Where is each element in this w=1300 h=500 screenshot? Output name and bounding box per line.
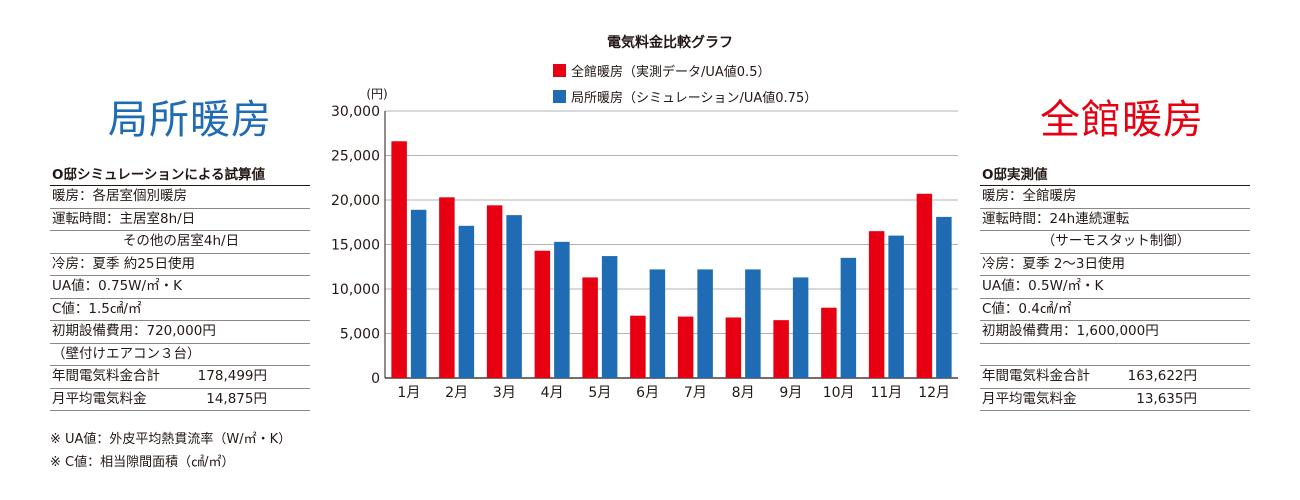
legend-swatch-red bbox=[553, 64, 566, 77]
right-panel-heading: O邸実測値 bbox=[980, 165, 1250, 186]
legend-item-whole-house: 全館暖房（実測データ/UA値0.5） bbox=[553, 61, 770, 80]
x-tick-label: 9月 bbox=[779, 385, 802, 401]
y-tick-label: 15,000 bbox=[331, 238, 380, 254]
bar-local bbox=[792, 277, 809, 378]
bar-whole-house bbox=[821, 307, 837, 378]
right-row-spacer bbox=[980, 344, 1250, 366]
bar-local bbox=[888, 235, 904, 378]
left-row-runtime: 運転時間：主居室8h/日 bbox=[50, 209, 310, 231]
bar-whole-house bbox=[868, 231, 885, 378]
left-title: 局所暖房 bbox=[108, 97, 272, 143]
bar-local bbox=[458, 225, 475, 378]
bar-whole-house bbox=[582, 277, 598, 378]
y-tick-label: 25,000 bbox=[331, 149, 380, 165]
note-ua: ※ UA値：外皮平均熱貫流率（W/㎡・K） bbox=[50, 432, 292, 447]
bar-local bbox=[745, 269, 761, 378]
left-row-ua: UA値：0.75W/㎡・K bbox=[50, 276, 310, 299]
left-monthly-label: 月平均電気料金 bbox=[52, 390, 147, 407]
left-row-cooling: 冷房：夏季 約25日使用 bbox=[50, 254, 310, 276]
bar-local bbox=[506, 215, 522, 378]
bar-whole-house bbox=[534, 250, 551, 378]
left-monthly-value: 14,875円 bbox=[206, 390, 267, 407]
bar-local bbox=[410, 209, 427, 378]
legend-swatch-blue bbox=[553, 90, 566, 103]
left-info-panel: O邸シミュレーションによる試算値 暖房：各居室個別暖房 運転時間：主居室8h/日… bbox=[50, 165, 310, 411]
bar-whole-house bbox=[439, 197, 455, 378]
right-monthly-label: 月平均電気料金 bbox=[982, 390, 1077, 407]
bar-whole-house bbox=[630, 315, 646, 378]
left-row-heating: 暖房：各居室個別暖房 bbox=[50, 186, 310, 209]
right-row-runtime: 運転時間：24h連続運転 bbox=[980, 209, 1250, 231]
legend-label-whole-house: 全館暖房（実測データ/UA値0.5） bbox=[571, 65, 771, 80]
x-tick-label: 6月 bbox=[636, 385, 659, 401]
right-info-panel: O邸実測値 暖房：全館暖房 運転時間：24h連続運転 （サーモスタット制御） 冷… bbox=[980, 165, 1250, 411]
left-row-initial-cost: 初期設備費用：720,000円 bbox=[50, 321, 310, 344]
bar-local bbox=[936, 216, 952, 378]
x-tick-label: 11月 bbox=[870, 385, 902, 401]
x-tick-label: 1月 bbox=[397, 385, 420, 401]
right-annual-value: 163,622円 bbox=[1127, 368, 1197, 384]
bar-whole-house bbox=[677, 316, 694, 378]
x-tick-label: 7月 bbox=[684, 385, 707, 401]
left-row-c: C値：1.5㎠/㎡ bbox=[50, 299, 310, 321]
bar-local bbox=[554, 241, 570, 378]
y-unit-label: (円) bbox=[366, 87, 387, 101]
legend-label-local: 局所暖房（シミュレーション/UA値0.75） bbox=[571, 91, 818, 106]
x-tick-label: 2月 bbox=[445, 385, 468, 401]
right-row-thermostat: （サーモスタット制御） bbox=[980, 231, 1250, 254]
left-row-annual: 年間電気料金合計 178,499円 bbox=[50, 366, 310, 389]
y-tick-label: 20,000 bbox=[331, 193, 380, 209]
bar-local bbox=[840, 257, 857, 378]
left-row-monthly: 月平均電気料金 14,875円 bbox=[50, 389, 310, 411]
x-tick-label: 3月 bbox=[493, 385, 516, 401]
right-row-heating: 暖房：全館暖房 bbox=[980, 186, 1250, 209]
left-annual-value: 178,499円 bbox=[197, 368, 267, 384]
left-annual-label: 年間電気料金合計 bbox=[52, 368, 160, 384]
bar-local bbox=[697, 269, 713, 378]
chart-title: 電気料金比較グラフ bbox=[607, 35, 733, 51]
y-tick-label: 5,000 bbox=[340, 327, 380, 343]
right-title: 全館暖房 bbox=[1040, 97, 1204, 143]
y-tick-label: 10,000 bbox=[331, 282, 380, 298]
left-row-runtime-other: その他の居室4h/日 bbox=[50, 231, 310, 254]
right-row-monthly: 月平均電気料金 13,635円 bbox=[980, 389, 1250, 411]
x-tick-label: 4月 bbox=[541, 385, 564, 401]
bar-whole-house bbox=[391, 141, 407, 378]
right-row-annual: 年間電気料金合計 163,622円 bbox=[980, 366, 1250, 389]
right-row-initial-cost: 初期設備費用：1,600,000円 bbox=[980, 321, 1250, 344]
bar-local bbox=[649, 269, 666, 378]
bar-whole-house bbox=[486, 205, 503, 378]
bar-whole-house bbox=[725, 317, 742, 378]
left-row-aircon: （壁付けエアコン３台） bbox=[50, 344, 310, 366]
x-tick-label: 8月 bbox=[732, 385, 755, 401]
right-annual-label: 年間電気料金合計 bbox=[982, 368, 1090, 384]
x-tick-label: 10月 bbox=[823, 385, 855, 401]
left-panel-heading: O邸シミュレーションによる試算値 bbox=[50, 165, 310, 186]
bar-local bbox=[601, 256, 618, 378]
note-c: ※ C値：相当隙間面積（㎠/㎡） bbox=[50, 455, 235, 470]
legend-item-local: 局所暖房（シミュレーション/UA値0.75） bbox=[553, 87, 817, 106]
y-tick-label: 0 bbox=[371, 371, 380, 387]
bar-whole-house bbox=[773, 320, 789, 378]
right-monthly-value: 13,635円 bbox=[1136, 390, 1197, 407]
bar-whole-house bbox=[916, 193, 933, 378]
right-row-c: C値：0.4㎠/㎡ bbox=[980, 299, 1250, 321]
footnotes: ※ UA値：外皮平均熱貫流率（W/㎡・K） ※ C値：相当隙間面積（㎠/㎡） bbox=[50, 428, 291, 474]
right-row-cooling: 冷房：夏季 2〜3日使用 bbox=[980, 254, 1250, 276]
x-tick-label: 12月 bbox=[918, 385, 950, 401]
y-tick-label: 30,000 bbox=[331, 104, 380, 120]
right-row-ua: UA値：0.5W/㎡・K bbox=[980, 276, 1250, 299]
x-tick-label: 5月 bbox=[588, 385, 611, 401]
